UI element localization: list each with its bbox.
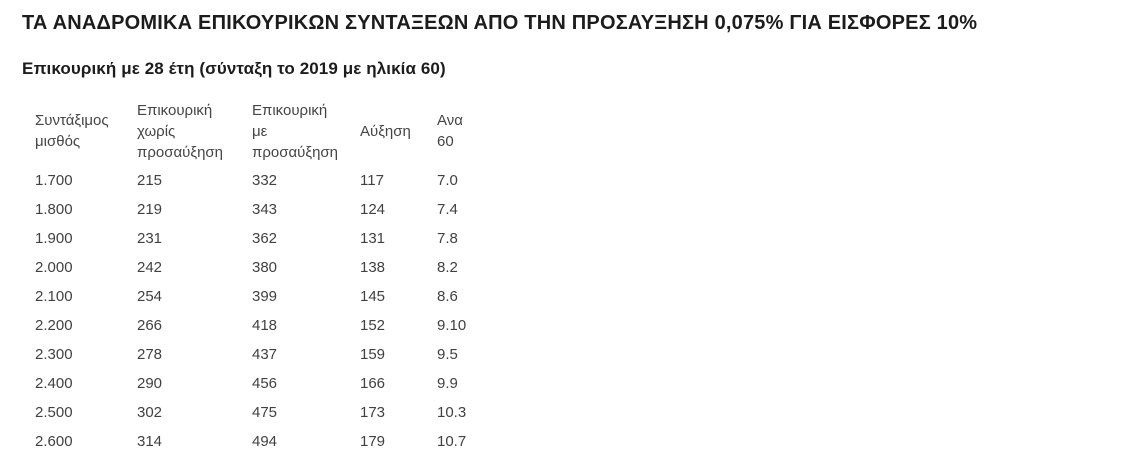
table-header-row: Συντάξιμος μισθός Επικουρική χωρίς προσα… <box>35 96 474 166</box>
col-header-epikouriki-me-prosayxisi: Επικουρική με προσαύξηση <box>252 101 339 161</box>
table-cell: 9.5 <box>437 346 458 363</box>
table-cell: 266 <box>137 317 163 334</box>
table-cell: 362 <box>252 230 278 247</box>
table-cell: 7.4 <box>437 201 458 218</box>
table-cell: 290 <box>137 375 163 392</box>
table-cell: 8.6 <box>437 288 458 305</box>
table-row: 2.000 242 380 138 8.2 <box>35 253 474 282</box>
table-cell: 475 <box>252 404 278 421</box>
table-cell: 179 <box>360 433 386 450</box>
table-row: 1.800 219 343 124 7.4 <box>35 195 474 224</box>
table-cell: 7.0 <box>437 172 458 189</box>
table-cell: 215 <box>137 172 163 189</box>
table-cell: 254 <box>137 288 163 305</box>
table-cell: 173 <box>360 404 386 421</box>
table-cell: 1.800 <box>35 201 73 218</box>
table-cell: 332 <box>252 172 278 189</box>
table-cell: 7.8 <box>437 230 458 247</box>
table-row: 2.400 290 456 166 9.9 <box>35 369 474 398</box>
table-cell: 10.7 <box>437 433 467 450</box>
table-body: 1.700 215 332 117 7.0 1.800 219 343 124 … <box>35 166 474 456</box>
table-row: 2.500 302 475 173 10.3 <box>35 398 474 427</box>
table-cell: 138 <box>360 259 386 276</box>
table-cell: 2.300 <box>35 346 73 363</box>
col-header-syntaximos-misthos: Συντάξιμος μισθός <box>35 112 109 150</box>
table-cell: 242 <box>137 259 163 276</box>
table-cell: 8.2 <box>437 259 458 276</box>
table-cell: 437 <box>252 346 278 363</box>
table-cell: 166 <box>360 375 386 392</box>
col-header-anadromika-60: Ανα 60 <box>437 112 463 150</box>
table-cell: 2.000 <box>35 259 73 276</box>
table-row: 2.300 278 437 159 9.5 <box>35 340 474 369</box>
pension-table: Συντάξιμος μισθός Επικουρική χωρίς προσα… <box>35 96 474 456</box>
table-cell: 2.100 <box>35 288 73 305</box>
table-cell: 9.9 <box>437 375 458 392</box>
table-row: 2.200 266 418 152 9.10 <box>35 311 474 340</box>
table-cell: 2.400 <box>35 375 73 392</box>
table-cell: 302 <box>137 404 163 421</box>
table-row: 2.600 314 494 179 10.7 <box>35 427 474 456</box>
table-cell: 278 <box>137 346 163 363</box>
table-cell: 314 <box>137 433 163 450</box>
table-cell: 10.3 <box>437 404 467 421</box>
table-cell: 380 <box>252 259 278 276</box>
table-cell: 231 <box>137 230 163 247</box>
table-row: 1.900 231 362 131 7.8 <box>35 224 474 253</box>
table-cell: 124 <box>360 201 386 218</box>
table-cell: 131 <box>360 230 386 247</box>
table-cell: 343 <box>252 201 278 218</box>
table-cell: 1.700 <box>35 172 73 189</box>
table-cell: 1.900 <box>35 230 73 247</box>
table-cell: 494 <box>252 433 278 450</box>
table-cell: 159 <box>360 346 386 363</box>
table-cell: 2.200 <box>35 317 73 334</box>
table-cell: 152 <box>360 317 386 334</box>
table-cell: 117 <box>360 172 384 189</box>
table-cell: 9.10 <box>437 317 467 334</box>
table-cell: 399 <box>252 288 278 305</box>
table-row: 1.700 215 332 117 7.0 <box>35 166 474 195</box>
table-cell: 456 <box>252 375 278 392</box>
table-cell: 219 <box>137 201 163 218</box>
table-cell: 2.600 <box>35 433 73 450</box>
table-row: 2.100 254 399 145 8.6 <box>35 282 474 311</box>
table-container: Συντάξιμος μισθός Επικουρική χωρίς προσα… <box>0 96 474 459</box>
page-title: ΤΑ ΑΝΑΔΡΟΜΙΚΑ ΕΠΙΚΟΥΡΙΚΩΝ ΣΥΝΤΑΞΕΩΝ ΑΠΟ … <box>22 12 978 34</box>
table-cell: 2.500 <box>35 404 73 421</box>
table-cell: 418 <box>252 317 278 334</box>
table-subtitle: Επικουρική με 28 έτη (σύνταξη το 2019 με… <box>22 59 446 78</box>
table-cell: 145 <box>360 288 386 305</box>
col-header-ayxisi: Αύξηση <box>360 122 411 140</box>
col-header-epikouriki-xoris-prosayxisi: Επικουρική χωρίς προσαύξηση <box>137 101 224 161</box>
